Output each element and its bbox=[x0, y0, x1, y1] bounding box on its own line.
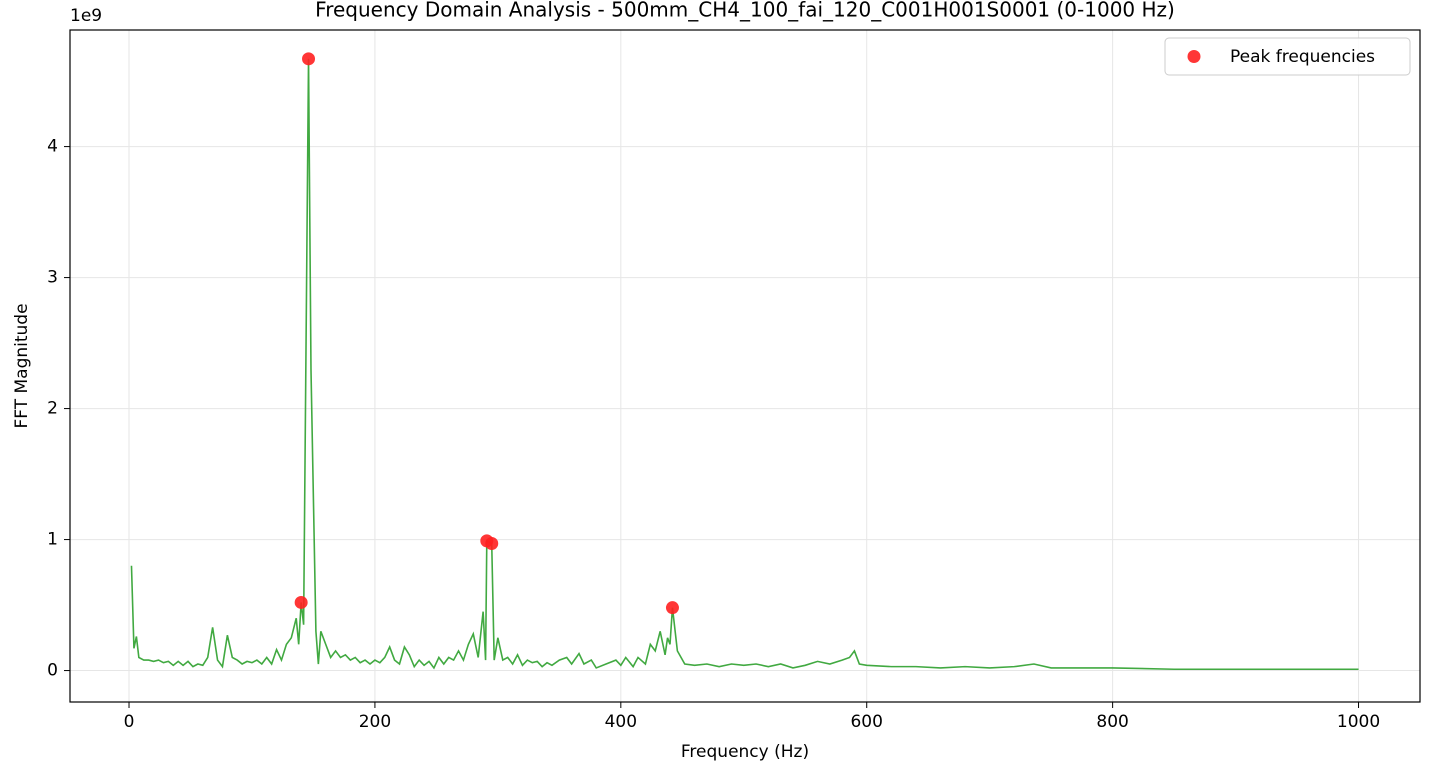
y-tick-label: 1 bbox=[47, 530, 58, 550]
legend-marker bbox=[1187, 50, 1201, 63]
x-tick-label: 0 bbox=[124, 712, 135, 732]
y-tick-label: 0 bbox=[47, 661, 58, 681]
x-axis-label: Frequency (Hz) bbox=[681, 742, 809, 762]
x-tick-label: 800 bbox=[1096, 712, 1128, 732]
y-tick-label: 4 bbox=[47, 137, 58, 157]
legend-box bbox=[1164, 37, 1411, 76]
x-tick-label: 1000 bbox=[1337, 712, 1380, 732]
chart-title: Frequency Domain Analysis - 500mm_CH4_10… bbox=[315, 0, 1175, 22]
peak-point bbox=[302, 52, 316, 66]
line-series bbox=[130, 58, 1359, 671]
y-tick-label: 3 bbox=[47, 268, 58, 288]
legend-label: Peak frequencies bbox=[1230, 47, 1375, 67]
peak-point bbox=[294, 595, 308, 609]
peak-point bbox=[485, 536, 499, 550]
x-tick-label: 200 bbox=[359, 712, 391, 732]
peak-point bbox=[665, 601, 679, 615]
y-tick-label: 2 bbox=[47, 399, 58, 419]
x-tick-label: 400 bbox=[605, 712, 637, 732]
legend: Peak frequencies bbox=[1164, 37, 1411, 76]
x-tick-label: 600 bbox=[850, 712, 882, 732]
y-offset-label: 1e9 bbox=[70, 6, 102, 26]
plot-frame bbox=[69, 29, 1421, 703]
y-axis-label: FFT Magnitude bbox=[12, 303, 32, 428]
